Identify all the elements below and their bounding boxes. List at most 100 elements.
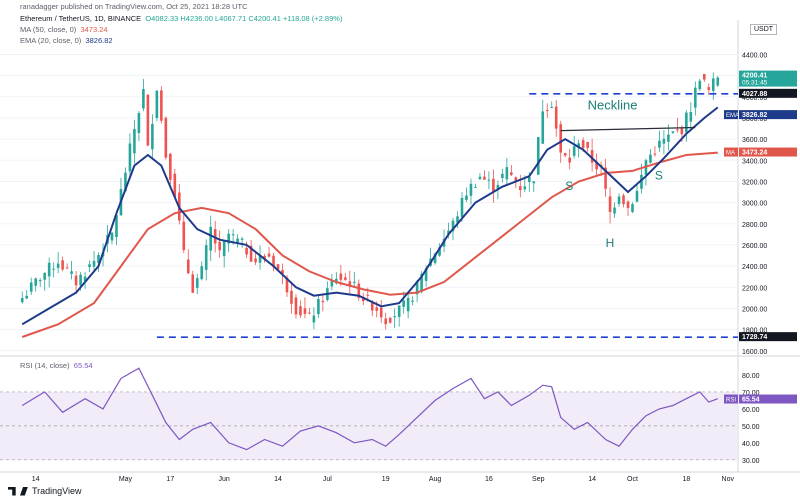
tradingview-logo[interactable]: TradingView: [8, 486, 82, 496]
candle-body: [649, 154, 652, 163]
candle-body: [707, 87, 711, 90]
ema-legend-label: EMA (20, close, 0): [20, 36, 82, 45]
candle-body: [110, 232, 114, 241]
candle-body: [92, 260, 96, 267]
support-price-badge: [739, 332, 797, 342]
candle-body: [97, 254, 100, 264]
candle-body: [550, 106, 554, 108]
candle-body: [716, 77, 720, 86]
candle-body: [20, 297, 24, 303]
price-tick-label: 2600.00: [742, 243, 767, 250]
candle-body: [115, 215, 118, 238]
candle-body: [658, 140, 661, 148]
candle-body: [240, 238, 244, 240]
ma-legend[interactable]: MA (50, close, 0) 3473.24: [20, 25, 108, 34]
resistance-price-value: 4027.88: [742, 91, 767, 98]
time-tick-label: 16: [485, 476, 493, 483]
candle-body: [263, 255, 266, 259]
candle-body: [501, 173, 504, 178]
currency-button[interactable]: USDT: [750, 24, 778, 35]
candle-body: [29, 282, 33, 292]
candle-body: [65, 267, 69, 269]
candle-body: [366, 294, 370, 296]
price-tick-label: 1600.00: [742, 349, 767, 356]
head-label: H: [606, 236, 615, 250]
ema-price-tag: EMA: [726, 113, 739, 119]
candle-body: [622, 195, 625, 205]
candle-body: [361, 296, 365, 302]
candle-body: [478, 176, 482, 180]
candle-body: [34, 278, 38, 286]
candle-body: [379, 307, 383, 318]
candle-body: [406, 297, 410, 312]
rsi-tick-label: 40.00: [742, 441, 760, 448]
candle-body: [541, 111, 545, 144]
candle-body: [559, 124, 563, 153]
candle-body: [38, 280, 42, 282]
candle-body: [685, 112, 688, 133]
candle-body: [519, 186, 522, 191]
time-tick-label: 18: [682, 476, 690, 483]
rsi-tick-label: 70.00: [742, 390, 760, 397]
candle-body: [662, 138, 666, 144]
ma-legend-label: MA (50, close, 0): [20, 25, 77, 34]
candle-body: [496, 184, 500, 189]
ma-price-tag-bg: [724, 147, 738, 157]
candle-body: [74, 275, 78, 286]
candle-body: [608, 196, 612, 212]
candle-body: [272, 255, 275, 267]
candle-body: [640, 174, 643, 189]
ema-legend[interactable]: EMA (20, close, 0) 3826.82: [20, 36, 113, 45]
candle-body: [281, 270, 284, 274]
candle-body: [698, 80, 702, 90]
rsi-tag-bg: [724, 394, 738, 404]
candle-body: [290, 290, 293, 304]
ma-legend-value: 3473.24: [80, 25, 108, 34]
price-tick-label: 3200.00: [742, 179, 767, 186]
publish-line: ranadagger published on TradingView.com,…: [20, 2, 248, 11]
candle-body: [204, 245, 208, 270]
rsi-tick-label: 30.00: [742, 458, 760, 465]
candle-body: [465, 195, 468, 200]
ema-price-value: 3826.82: [742, 112, 767, 119]
candle-body: [267, 253, 271, 257]
candle-body: [438, 247, 441, 256]
neckline-label: Neckline: [588, 97, 638, 112]
candle-body: [393, 316, 396, 318]
candle-body: [514, 177, 518, 183]
time-tick-label: Sep: [532, 476, 545, 483]
candle-body: [613, 207, 616, 214]
rsi-legend-label: RSI (14, close): [20, 361, 70, 370]
candle-body: [344, 277, 347, 280]
rsi-legend[interactable]: RSI (14, close) 65.54: [20, 361, 93, 370]
candle-body: [545, 109, 549, 111]
candle-body: [137, 113, 141, 134]
candle-body: [523, 186, 527, 190]
candle-body: [308, 312, 311, 314]
candle-body: [155, 90, 159, 119]
candle-body: [577, 143, 580, 149]
candle-body: [182, 221, 186, 251]
candle-body: [43, 272, 46, 280]
candle-body: [424, 268, 428, 281]
candle-body: [88, 264, 91, 268]
price-tick-label: 2200.00: [742, 285, 767, 292]
ma-price-value: 3473.24: [742, 150, 767, 157]
candle-body: [370, 301, 374, 311]
time-tick-label: 19: [382, 476, 390, 483]
candle-body: [554, 106, 558, 129]
candle-body: [164, 117, 168, 158]
candle-body: [299, 306, 302, 316]
candle-body: [689, 112, 693, 122]
candle-body: [456, 216, 459, 223]
price-tick-label: 3400.00: [742, 158, 767, 165]
candle-body: [402, 300, 405, 307]
neckline-line: [560, 126, 696, 132]
ema-legend-value: 3826.82: [85, 36, 113, 45]
ohlc-text: O4082.33 H4236.00 L4067.71 C4200.41 +118…: [145, 14, 343, 23]
candle-body: [303, 308, 307, 314]
candle-body: [321, 300, 325, 303]
price-tick-label: 4000.00: [742, 95, 767, 102]
candle-body: [209, 226, 213, 251]
